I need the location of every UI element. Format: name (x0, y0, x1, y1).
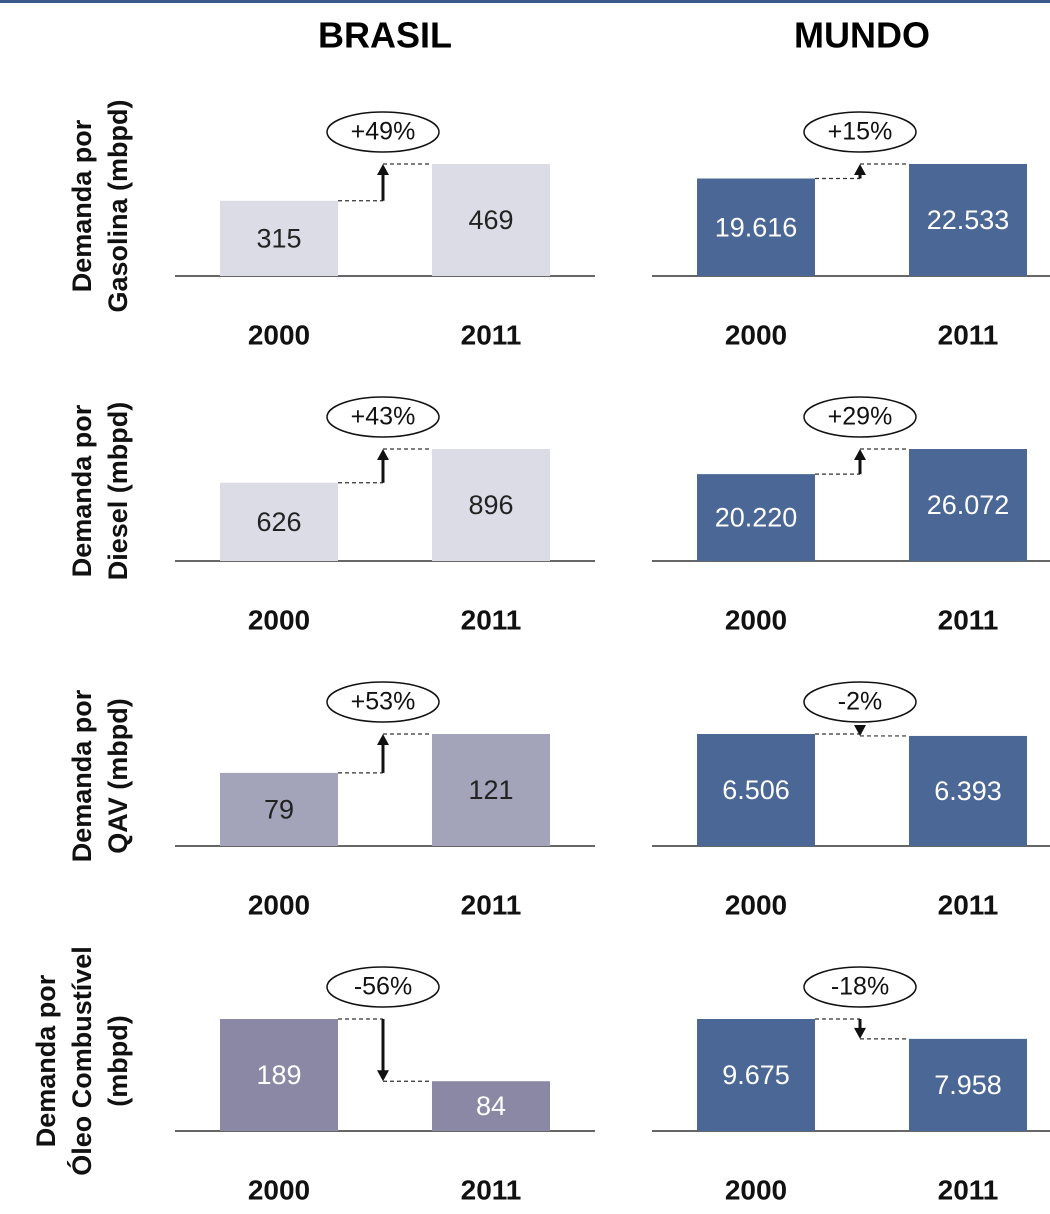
change-label: -18% (831, 973, 889, 1001)
x-tick-label: 2011 (938, 1174, 999, 1205)
change-label: +49% (351, 118, 416, 146)
bar (220, 200, 338, 276)
change-label: +53% (351, 688, 416, 716)
x-tick-label: 2011 (461, 889, 522, 920)
change-badge (326, 681, 440, 723)
arrow-head (377, 164, 389, 175)
row-label: (mbpd) (103, 1015, 133, 1106)
row-label: Diesel (mbpd) (103, 402, 133, 581)
value-label: 6.393 (934, 776, 1002, 806)
value-label: 19.616 (715, 212, 798, 242)
change-badge (326, 966, 440, 1008)
x-tick-label: 2000 (725, 889, 787, 920)
bar (909, 449, 1027, 561)
x-tick-label: 2011 (938, 319, 999, 350)
bar (697, 178, 815, 276)
value-label: 6.506 (722, 775, 790, 805)
row-label: Demanda por (67, 119, 97, 292)
x-tick-label: 2011 (461, 1174, 522, 1205)
bar (432, 734, 550, 846)
value-label: 26.072 (927, 490, 1010, 520)
x-tick-label: 2011 (461, 319, 522, 350)
x-tick-label: 2011 (938, 604, 999, 635)
column-title: BRASIL (318, 15, 452, 56)
bar (909, 735, 1027, 846)
change-label: -2% (838, 688, 882, 716)
value-label: 121 (468, 775, 513, 805)
x-tick-label: 2011 (938, 889, 999, 920)
value-label: 7.958 (934, 1070, 1002, 1100)
x-tick-label: 2000 (725, 604, 787, 635)
bar (220, 1019, 338, 1131)
row-label: Demanda por (67, 404, 97, 577)
bar (432, 1081, 550, 1131)
column-title: MUNDO (794, 15, 930, 56)
x-tick-label: 2000 (248, 319, 310, 350)
change-label: +29% (828, 403, 893, 431)
x-tick-label: 2011 (461, 604, 522, 635)
change-badge (803, 396, 917, 438)
change-badge (326, 111, 440, 153)
arrow-head (854, 724, 866, 736)
bar (909, 164, 1027, 276)
arrow-head (377, 449, 389, 460)
change-label: +15% (828, 118, 893, 146)
bar (697, 474, 815, 561)
bar (220, 772, 338, 846)
row-label: Demanda por (67, 689, 97, 862)
change-label: +43% (351, 403, 416, 431)
value-label: 22.533 (927, 205, 1010, 235)
arrow-head (854, 164, 866, 175)
bar (909, 1038, 1027, 1131)
change-badge (803, 966, 917, 1008)
x-tick-label: 2000 (248, 1174, 310, 1205)
row-label: Gasolina (mbpd) (103, 99, 133, 312)
value-label: 626 (256, 507, 301, 537)
bar (220, 482, 338, 561)
change-badge (803, 111, 917, 153)
top-rule (0, 0, 1050, 3)
value-label: 20.220 (715, 503, 798, 533)
bar (697, 1019, 815, 1131)
row-label: Óleo Combustível (66, 946, 97, 1176)
arrow-head (377, 734, 389, 745)
x-tick-label: 2000 (248, 604, 310, 635)
value-label: 84 (476, 1091, 506, 1121)
value-label: 896 (468, 490, 513, 520)
value-label: 9.675 (722, 1060, 790, 1090)
arrow-head (854, 449, 866, 460)
value-label: 79 (264, 795, 294, 825)
row-label: Demanda por (31, 974, 61, 1147)
change-badge (803, 681, 917, 723)
change-label: -56% (354, 973, 412, 1001)
row-label: QAV (mbpd) (103, 698, 133, 853)
value-label: 315 (256, 224, 301, 254)
x-tick-label: 2000 (725, 1174, 787, 1205)
arrow-head (854, 1027, 866, 1039)
bar (432, 164, 550, 276)
arrow-head (377, 1070, 389, 1082)
value-label: 469 (468, 205, 513, 235)
x-tick-label: 2000 (725, 319, 787, 350)
bar (432, 449, 550, 561)
change-badge (326, 396, 440, 438)
x-tick-label: 2000 (248, 889, 310, 920)
value-label: 189 (256, 1060, 301, 1090)
bar (697, 734, 815, 846)
